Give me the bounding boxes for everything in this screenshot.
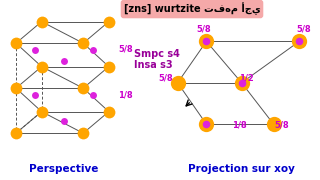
Text: Projection sur xoy: Projection sur xoy — [188, 164, 295, 174]
Text: 1/8: 1/8 — [232, 121, 247, 130]
Text: Smpc s4
Insa s3: Smpc s4 Insa s3 — [134, 49, 180, 70]
Text: [zns] wurtzite تفهم أجي: [zns] wurtzite تفهم أجي — [124, 3, 260, 15]
Text: 1/2: 1/2 — [239, 74, 254, 83]
Text: Perspective: Perspective — [29, 164, 99, 174]
Text: 1/8: 1/8 — [118, 91, 133, 100]
Text: 5/8: 5/8 — [158, 74, 173, 83]
Text: 5/8: 5/8 — [297, 24, 311, 33]
Text: 5/8: 5/8 — [118, 44, 133, 53]
Text: 5/8: 5/8 — [196, 24, 211, 33]
Text: 5/8: 5/8 — [274, 121, 289, 130]
